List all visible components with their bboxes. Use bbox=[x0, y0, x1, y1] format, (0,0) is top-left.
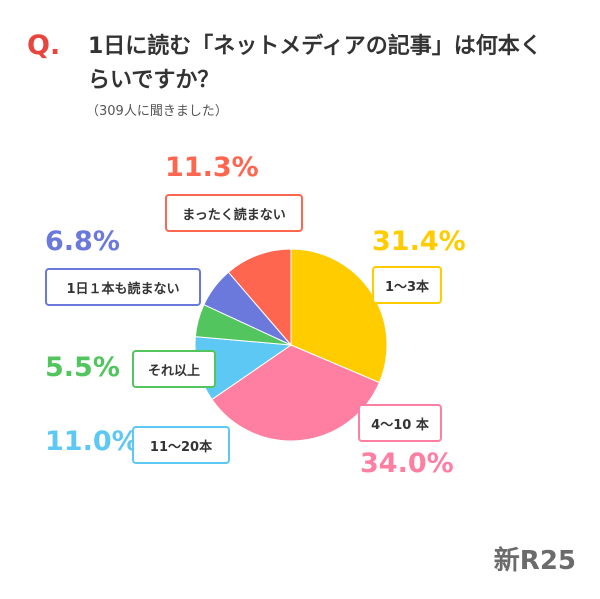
brand-logo: 新R25 bbox=[493, 546, 576, 576]
pct-11-20: 11.0% bbox=[45, 426, 139, 457]
pct-4-10: 34.0% bbox=[360, 448, 454, 479]
pct-1-3: 31.4% bbox=[372, 226, 466, 257]
slice-4-10 bbox=[211, 344, 380, 442]
label-none-per-day: 1日１本も読まない bbox=[45, 268, 201, 306]
label-4-10: 4〜10 本 bbox=[358, 404, 442, 442]
pct-more: 5.5% bbox=[45, 352, 120, 383]
question-mark: Q. bbox=[27, 30, 61, 61]
slice-never bbox=[227, 248, 292, 347]
label-11-20: 11〜20本 bbox=[132, 426, 230, 464]
pct-none-per-day: 6.8% bbox=[45, 226, 120, 257]
label-never: まったく読まない bbox=[165, 194, 303, 232]
pct-never: 11.3% bbox=[165, 152, 259, 183]
label-more: それ以上 bbox=[132, 350, 216, 388]
respondent-count: （309人に聞きました） bbox=[86, 104, 228, 119]
question-title: 1日に読む「ネットメディアの記事」は何本くらいですか？ bbox=[88, 34, 542, 93]
label-1-3: 1〜3本 bbox=[372, 266, 442, 304]
slice-1-3 bbox=[290, 248, 388, 384]
